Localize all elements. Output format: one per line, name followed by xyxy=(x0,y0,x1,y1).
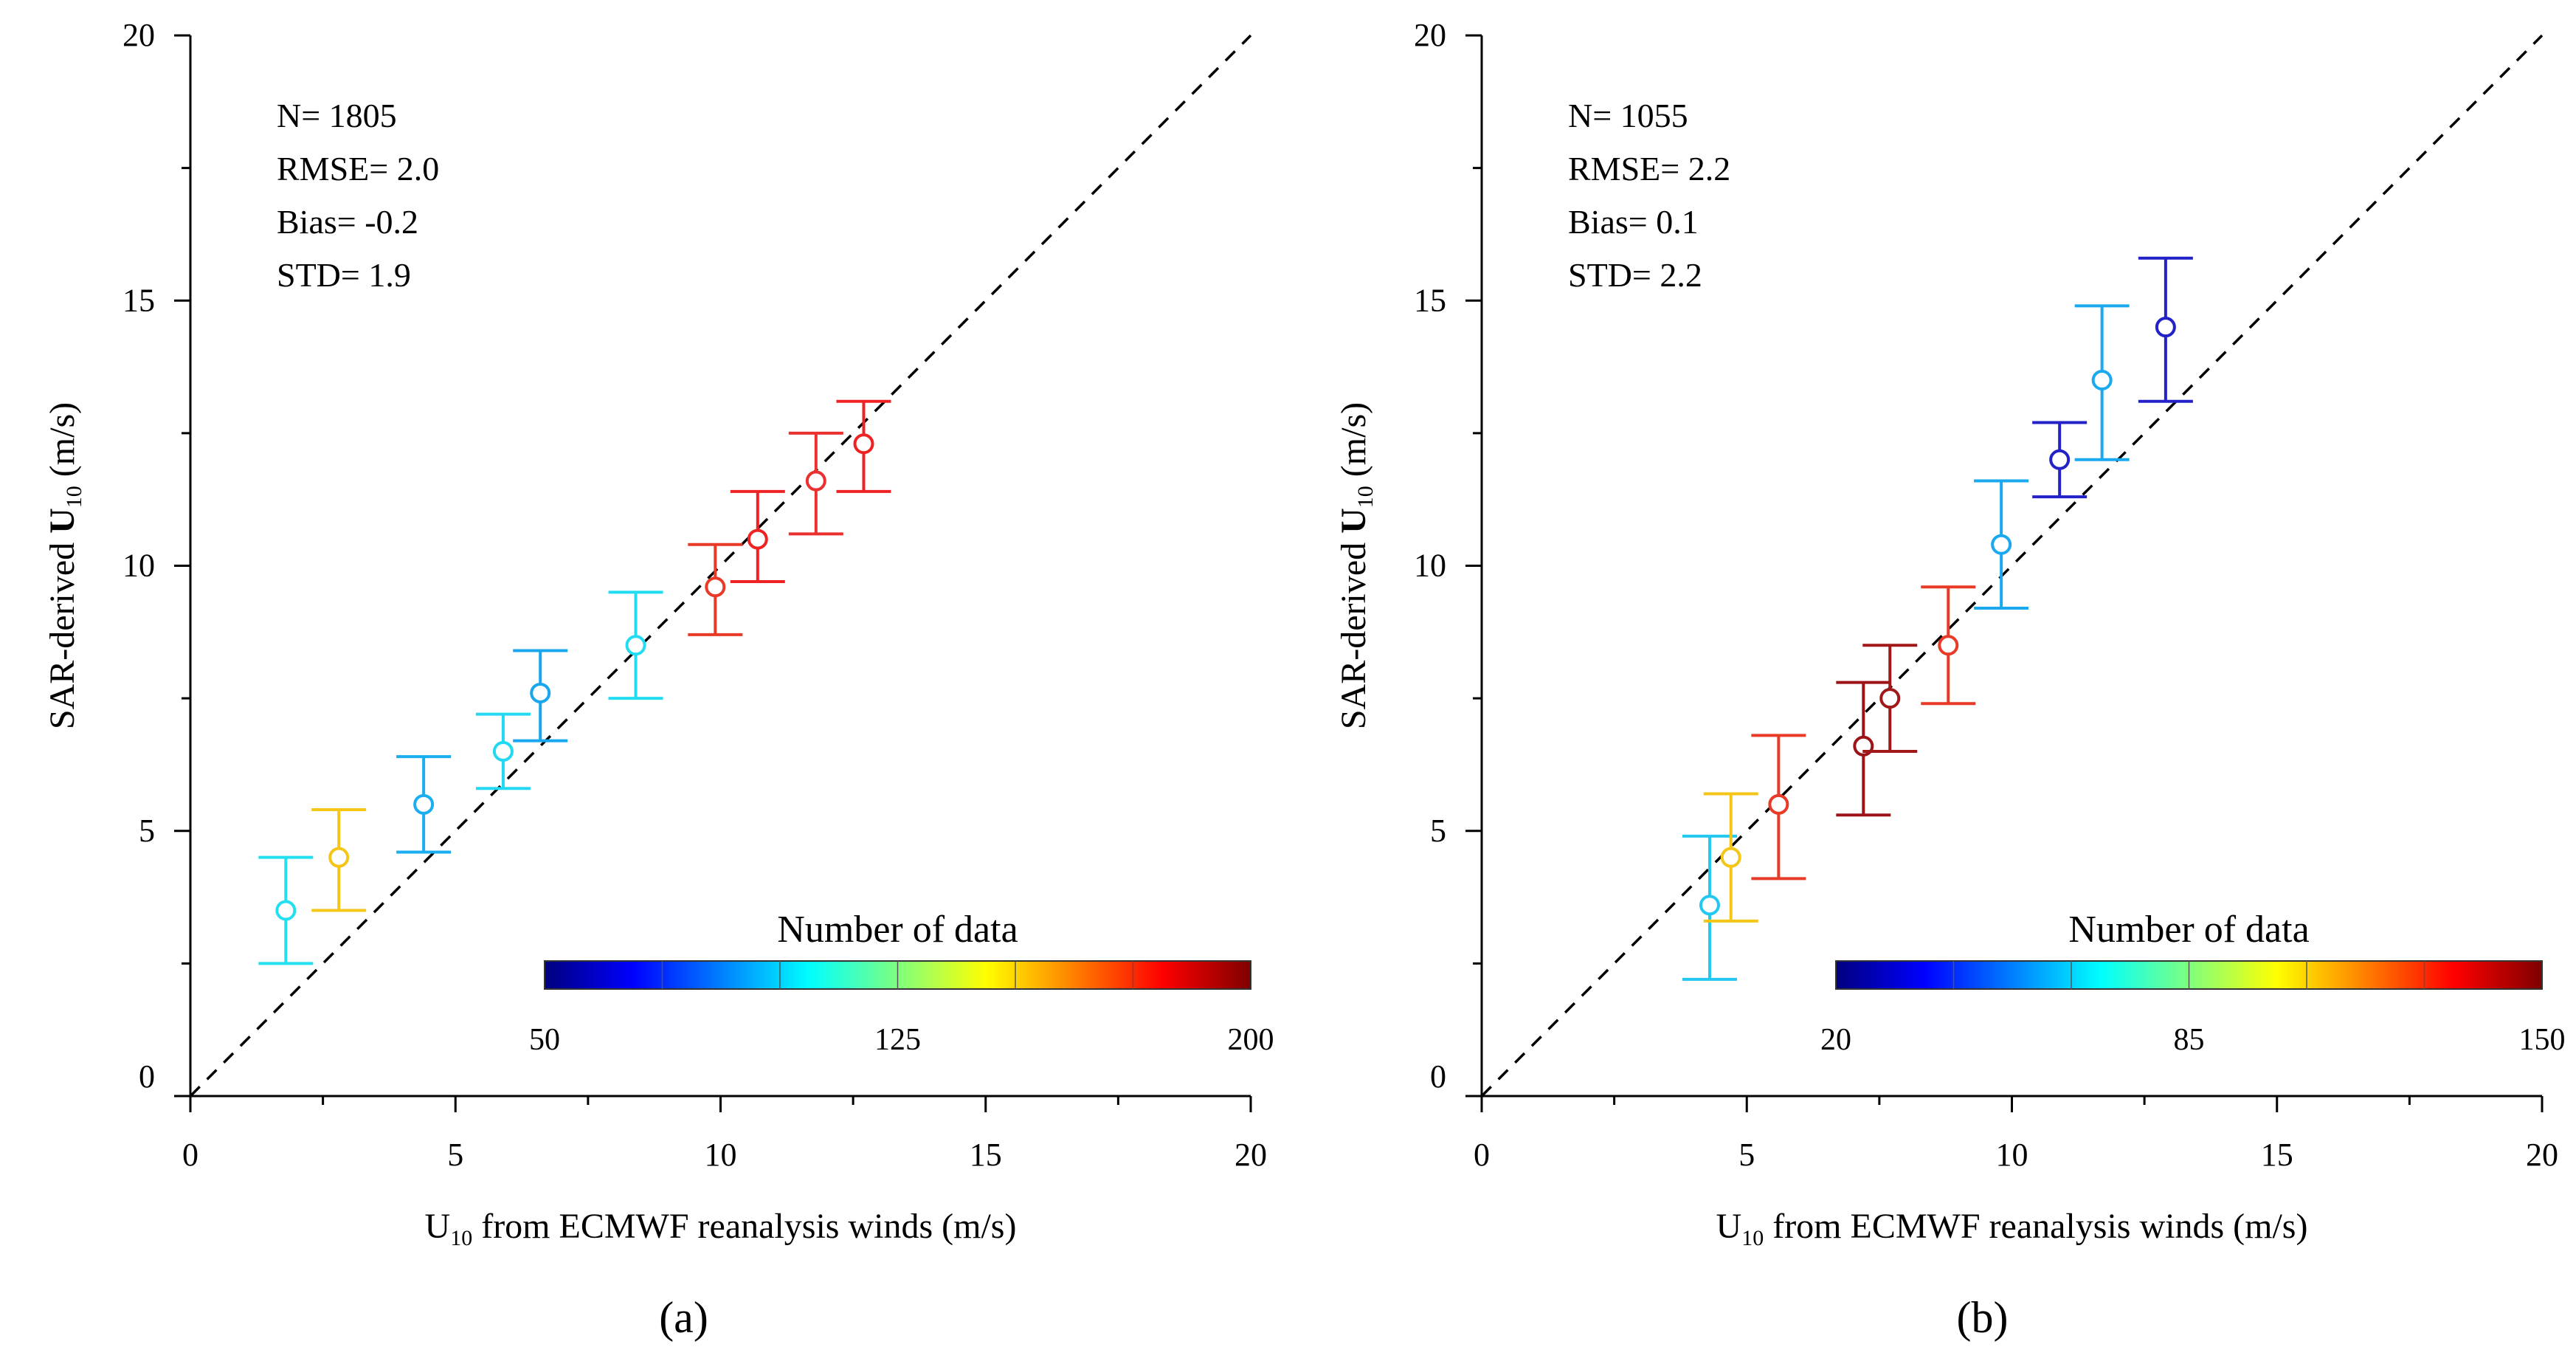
y-tick-label: 20 xyxy=(1414,17,1446,53)
colorbar-title: Number of data xyxy=(777,909,1018,951)
x-axis-label: U10 from ECMWF reanalysis winds (m/s) xyxy=(425,1207,1017,1250)
y-axis-label: SAR-derived U10 (m/s) xyxy=(43,402,86,729)
data-marker xyxy=(853,433,874,455)
data-marker xyxy=(1720,847,1741,868)
data-point xyxy=(475,712,531,790)
y-tick-label: 5 xyxy=(139,813,155,849)
data-point xyxy=(258,855,314,965)
data-marker xyxy=(805,470,826,492)
data-point xyxy=(608,590,663,700)
colorbar-title: Number of data xyxy=(2068,909,2309,951)
y-tick-label: 0 xyxy=(139,1058,155,1095)
x-axis-label: U10 from ECMWF reanalysis winds (m/s) xyxy=(1716,1207,2308,1250)
colorbar: Number of data 50 125 200 xyxy=(529,909,1274,1057)
data-marker xyxy=(2091,370,2113,391)
data-point xyxy=(688,542,743,636)
data-marker xyxy=(705,576,726,598)
data-point xyxy=(1974,479,2029,610)
x-tick-label: 15 xyxy=(2261,1137,2293,1173)
x-tick-label: 20 xyxy=(1235,1137,1267,1173)
stat-text: RMSE= 2.0 xyxy=(277,150,439,187)
data-point xyxy=(311,808,367,912)
data-point xyxy=(1682,834,1737,981)
data-marker xyxy=(747,528,768,550)
x-tick-label: 10 xyxy=(705,1137,737,1173)
data-point xyxy=(396,755,452,854)
colorbar-tick-label: 20 xyxy=(1820,1023,1851,1057)
data-marker xyxy=(275,900,297,921)
data-marker xyxy=(1879,688,1901,709)
data-point xyxy=(788,431,843,536)
stat-text: N= 1805 xyxy=(277,97,397,134)
stat-text: STD= 1.9 xyxy=(277,256,411,294)
chart-panel-b: 0 5 10 15 20 0 5 10 15 20 N= 1055 RMSE= 2.2 Bias= 0.… xyxy=(1334,17,2566,1342)
data-point xyxy=(730,489,785,584)
colorbar-tick-label: 50 xyxy=(529,1023,560,1057)
colorbar-tick-label: 85 xyxy=(2174,1023,2205,1057)
x-tick-label: 5 xyxy=(447,1137,463,1173)
colorbar-tick-label: 150 xyxy=(2519,1023,2566,1057)
stat-text: Bias= -0.2 xyxy=(277,203,418,241)
y-tick-label: 20 xyxy=(122,17,155,53)
x-tick-label: 20 xyxy=(2526,1137,2558,1173)
data-point xyxy=(836,399,891,493)
x-tick-label: 0 xyxy=(182,1137,198,1173)
data-marker xyxy=(492,740,514,762)
data-marker xyxy=(413,793,435,815)
data-marker xyxy=(1768,793,1789,815)
data-point xyxy=(2138,256,2193,403)
colorbar: Number of data 20 85 150 xyxy=(1820,909,2566,1057)
x-tick-label: 10 xyxy=(1996,1137,2028,1173)
stat-text: Bias= 0.1 xyxy=(1568,203,1699,241)
y-tick-label: 15 xyxy=(1414,282,1446,318)
y-tick-label: 10 xyxy=(1414,548,1446,584)
y-tick-label: 15 xyxy=(122,282,155,318)
data-point xyxy=(1921,585,1976,706)
colorbar-tick-label: 200 xyxy=(1228,1023,1274,1057)
reference-line xyxy=(1480,34,2544,1098)
data-point xyxy=(1862,644,1918,753)
y-axis-label: SAR-derived U10 (m/s) xyxy=(1334,402,1378,729)
y-tick-label: 10 xyxy=(122,548,155,584)
data-marker xyxy=(1699,895,1720,916)
data-point xyxy=(1703,792,1758,923)
reference-line xyxy=(189,34,1252,1098)
data-marker xyxy=(2049,449,2071,470)
stat-text: N= 1055 xyxy=(1568,97,1688,134)
data-point xyxy=(1751,734,1806,881)
panel-label: (a) xyxy=(659,1293,708,1342)
panel-label: (b) xyxy=(1957,1293,2009,1342)
colorbar-tick-label: 125 xyxy=(874,1023,921,1057)
data-marker xyxy=(1991,534,2012,555)
x-tick-label: 15 xyxy=(970,1137,1002,1173)
data-marker xyxy=(2155,317,2176,338)
data-marker xyxy=(328,847,350,868)
x-tick-label: 0 xyxy=(1474,1137,1490,1173)
stat-text: RMSE= 2.2 xyxy=(1568,150,1730,187)
data-point xyxy=(2074,304,2130,461)
data-marker xyxy=(530,682,551,703)
data-point xyxy=(1836,681,1891,817)
data-point xyxy=(513,649,568,743)
data-marker xyxy=(1938,635,1959,656)
y-tick-label: 0 xyxy=(1430,1058,1446,1095)
x-tick-label: 5 xyxy=(1738,1137,1755,1173)
y-tick-label: 5 xyxy=(1430,813,1446,849)
stat-text: STD= 2.2 xyxy=(1568,256,1702,294)
data-marker xyxy=(625,635,646,656)
data-point xyxy=(2032,421,2088,499)
